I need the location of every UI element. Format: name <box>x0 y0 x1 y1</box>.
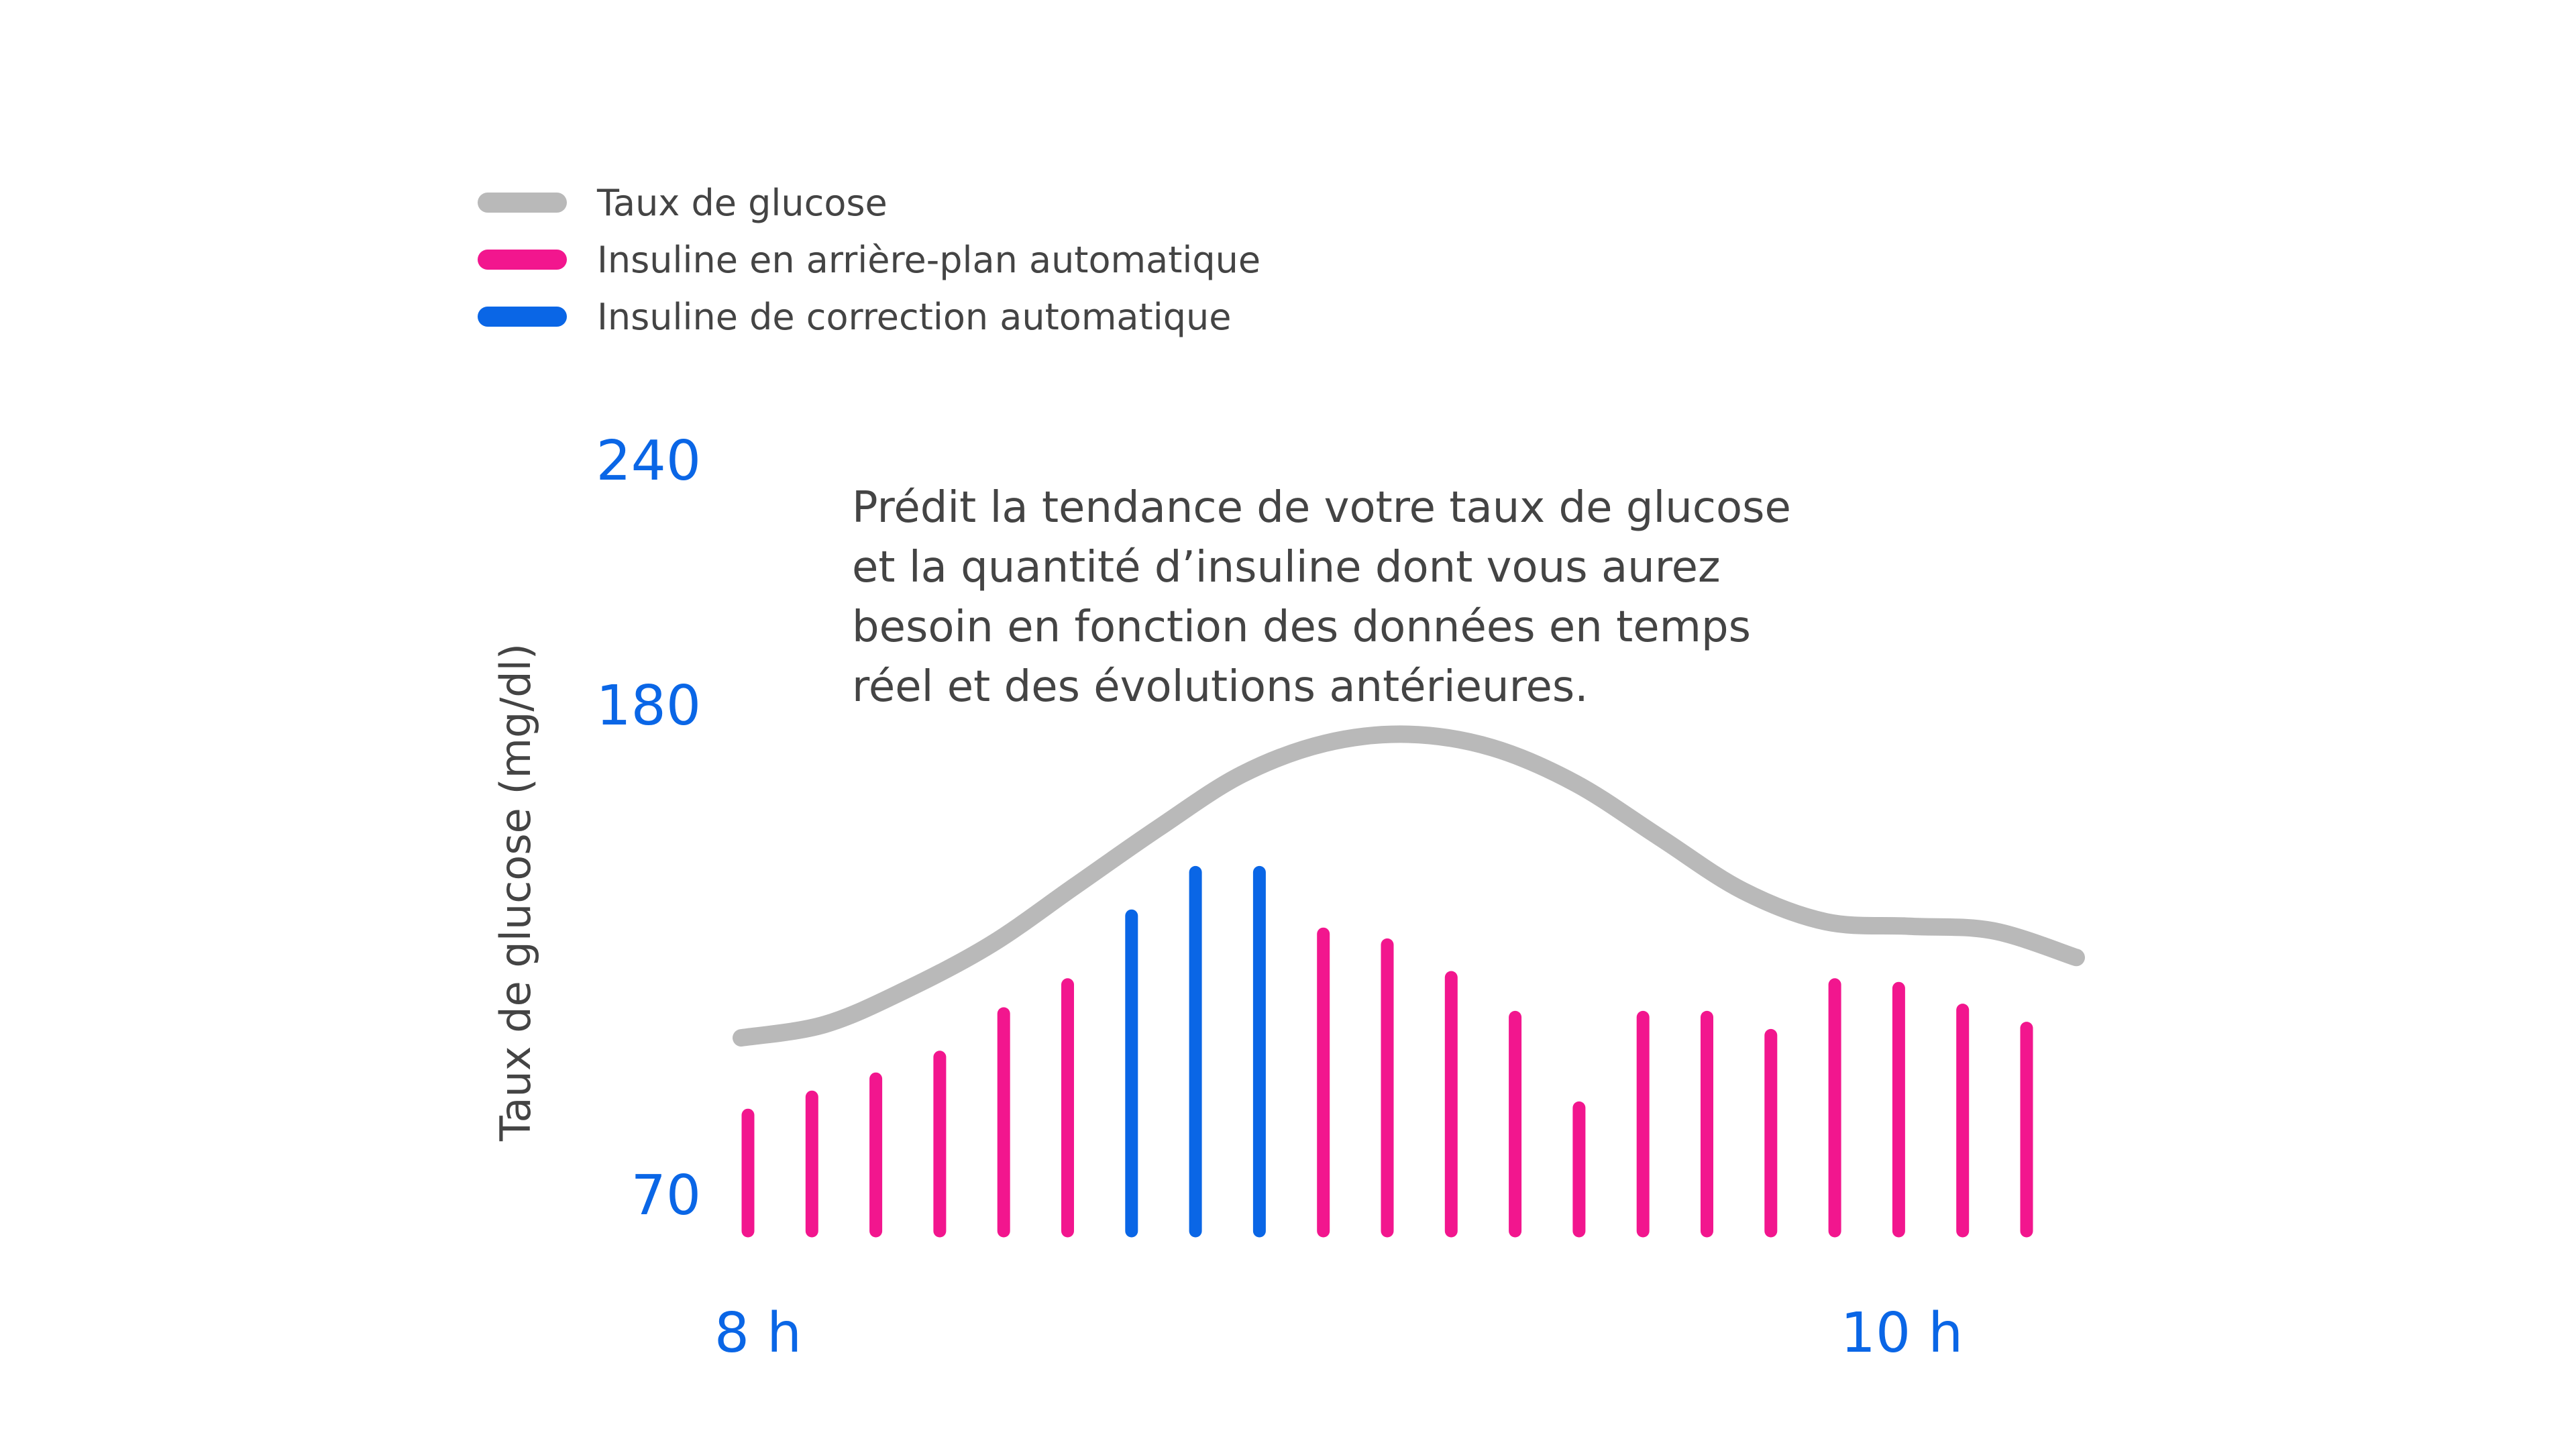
legend-label-1: Insuline en arrière-plan automatique <box>597 239 1260 281</box>
legend-label-0: Taux de glucose <box>596 182 888 224</box>
glucose-line <box>733 725 2085 1047</box>
y-axis-label: Taux de glucose (mg/dl) <box>491 643 540 1142</box>
annotation-line-3: réel et des évolutions antérieures. <box>852 662 1589 712</box>
x-tick-label-0: 8 h <box>714 1301 802 1365</box>
annotation-text: Prédit la tendance de votre taux de gluc… <box>852 483 1791 712</box>
annotation-line-1: et la quantité d’insuline dont vous aure… <box>852 543 1721 592</box>
legend: Taux de glucose Insuline en arrière-plan … <box>478 182 1260 338</box>
y-tick-label-240: 240 <box>596 429 701 493</box>
insulin-bars <box>741 865 2033 1238</box>
annotation-line-2: besoin en fonction des données en temps <box>852 602 1751 652</box>
legend-label-2: Insuline de correction automatique <box>597 296 1231 338</box>
x-axis-ticks: 8 h 10 h <box>714 1301 1963 1365</box>
y-axis-ticks: 240 180 70 <box>596 429 701 1228</box>
y-tick-label-70: 70 <box>631 1164 701 1228</box>
x-tick-label-1: 10 h <box>1841 1301 1963 1365</box>
annotation-line-0: Prédit la tendance de votre taux de gluc… <box>852 483 1791 533</box>
y-tick-label-180: 180 <box>596 674 701 738</box>
